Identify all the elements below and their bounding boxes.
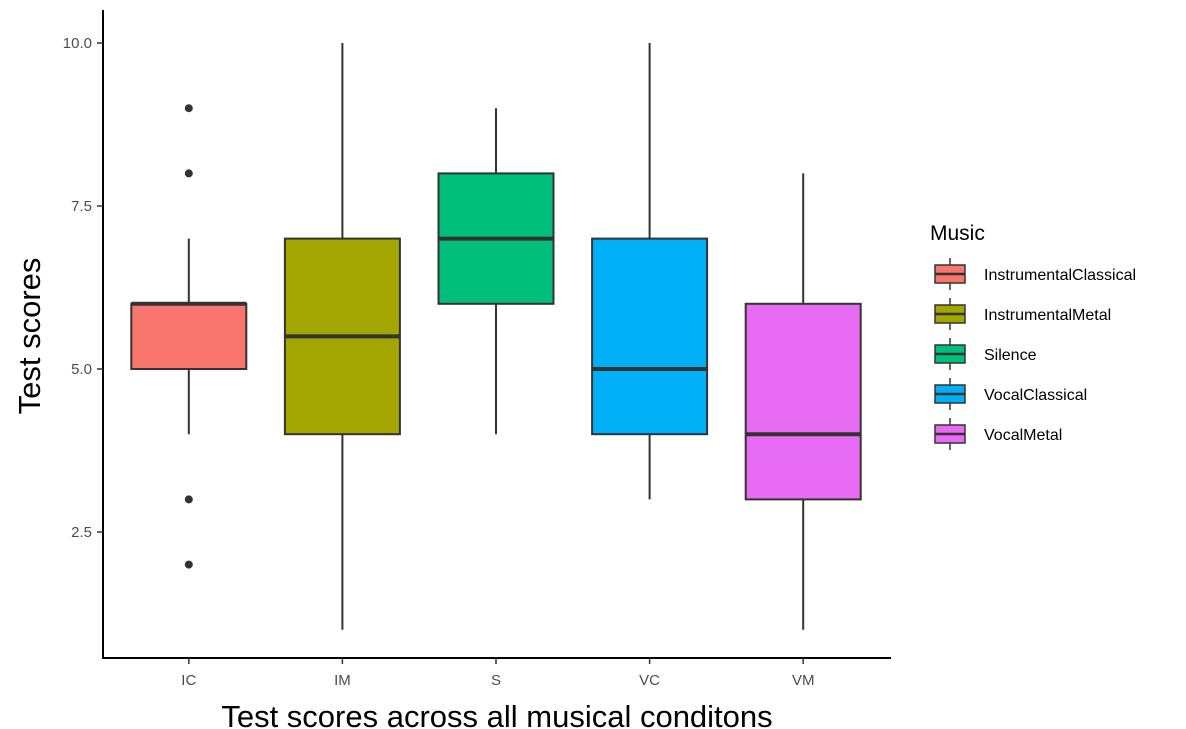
legend-label: Silence xyxy=(984,347,1037,364)
legend-title: Music xyxy=(930,222,985,245)
box-IM xyxy=(283,43,401,630)
outlier-point xyxy=(184,495,193,504)
box-body xyxy=(591,237,709,436)
y-tick-label: 10.0 xyxy=(63,35,92,52)
x-tick-label: IM xyxy=(334,672,351,689)
legend-item-VM: VocalMetal xyxy=(934,418,1062,450)
plot-area xyxy=(130,43,862,630)
x-tick-label: VM xyxy=(792,672,815,689)
x-tick-label: IC xyxy=(181,672,196,689)
legend-label: InstrumentalClassical xyxy=(984,267,1136,284)
y-tick-label: 5.0 xyxy=(71,361,92,378)
legend: Music InstrumentalClassical InstrumentalM… xyxy=(930,222,1136,450)
box-VC xyxy=(591,43,709,500)
box-body xyxy=(744,302,862,501)
legend-item-IM: InstrumentalMetal xyxy=(934,298,1111,330)
legend-label: VocalClassical xyxy=(984,387,1087,404)
outlier-point xyxy=(184,169,193,178)
legend-items: InstrumentalClassical InstrumentalMetal Si… xyxy=(934,258,1136,450)
y-axis-title: Test scores xyxy=(12,258,47,415)
legend-item-IC: InstrumentalClassical xyxy=(934,258,1136,290)
legend-label: VocalMetal xyxy=(984,427,1062,444)
box-body xyxy=(130,302,248,370)
box-IC xyxy=(130,104,248,569)
legend-label: InstrumentalMetal xyxy=(984,307,1111,324)
box-S xyxy=(437,108,555,435)
legend-item-VC: VocalClassical xyxy=(934,378,1087,410)
y-tick-label: 7.5 xyxy=(71,198,92,215)
box-VM xyxy=(744,173,862,630)
y-tick-label: 2.5 xyxy=(71,524,92,541)
outlier-point xyxy=(184,104,193,113)
x-tick-label: S xyxy=(491,672,501,689)
legend-item-S: Silence xyxy=(934,338,1037,370)
outlier-point xyxy=(184,560,193,569)
y-axis-ticks: 2.5 5.0 7.5 10.0 xyxy=(63,35,103,541)
x-axis-title: Test scores across all musical conditons xyxy=(221,699,772,729)
x-axis-ticks: IC IM S VC VM xyxy=(181,658,814,689)
x-tick-label: VC xyxy=(639,672,660,689)
